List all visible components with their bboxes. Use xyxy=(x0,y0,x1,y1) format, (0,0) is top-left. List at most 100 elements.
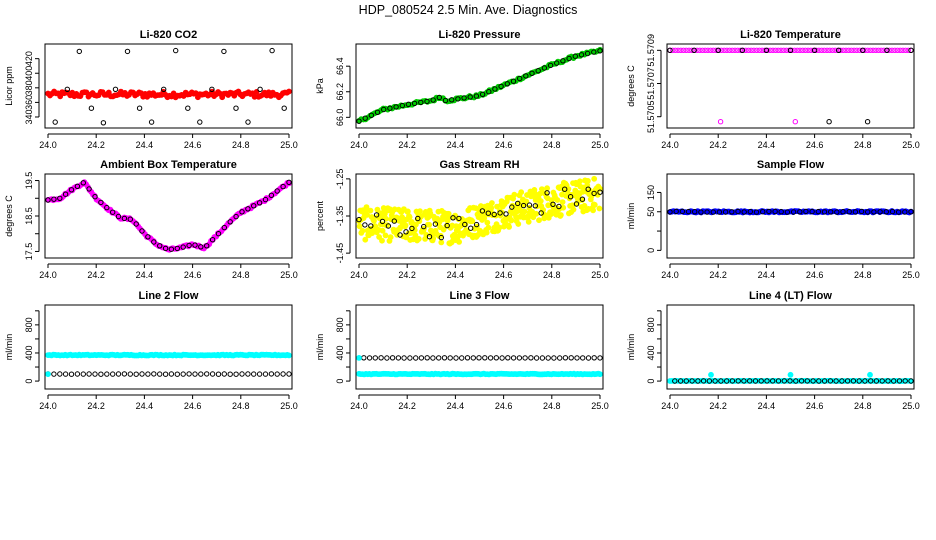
data-point xyxy=(204,243,210,249)
data-point xyxy=(533,210,540,217)
data-point xyxy=(871,209,877,215)
data-point xyxy=(497,210,503,216)
x-axis: 24.0 24.2 24.4 24.6 24.8 25.0 xyxy=(661,263,920,280)
panel-ambient-box-temperature: Ambient Box Temperature degrees C 24.0 24.2… xyxy=(4,159,298,280)
data-point xyxy=(772,208,778,215)
data-point xyxy=(387,105,393,111)
data-point xyxy=(391,218,397,224)
data-point xyxy=(76,48,83,55)
x-tick-label: 24.6 xyxy=(495,140,513,150)
data-point xyxy=(397,232,403,238)
y-axis: 17.5 18.5 19.5 xyxy=(24,172,40,261)
y-tick-label: 17.5 xyxy=(24,243,34,261)
data-point xyxy=(157,371,163,377)
y-tick-label: 400 xyxy=(335,345,345,360)
data-point xyxy=(557,355,563,361)
data-point xyxy=(770,378,776,384)
plot-frame xyxy=(666,43,915,129)
data-point xyxy=(908,378,914,384)
data-point xyxy=(173,47,179,54)
data-point xyxy=(551,355,557,361)
y-tick-label: -1.35 xyxy=(335,206,345,227)
data-point xyxy=(412,232,419,239)
data-point xyxy=(827,47,833,53)
data-point xyxy=(381,106,387,113)
data-point xyxy=(520,202,527,209)
y-tick-label: 380 xyxy=(24,80,34,95)
data-point xyxy=(670,47,676,53)
data-point xyxy=(764,378,770,384)
x-tick-label: 24.2 xyxy=(709,270,727,280)
data-point xyxy=(104,204,110,211)
plot-area xyxy=(356,175,603,247)
data-point xyxy=(772,47,779,53)
data-point xyxy=(162,245,169,252)
y-tick-label: 800 xyxy=(24,317,34,332)
data-point xyxy=(506,223,512,230)
panel-title: Li-820 CO2 xyxy=(140,29,197,41)
x-tick-label: 24.2 xyxy=(87,270,105,280)
data-point xyxy=(816,378,822,384)
data-point xyxy=(689,47,695,53)
data-point xyxy=(538,210,544,216)
y-tick-label: 420 xyxy=(24,51,34,66)
data-point xyxy=(833,378,839,384)
data-point xyxy=(473,93,480,99)
x-tick-label: 24.0 xyxy=(350,401,368,411)
data-point xyxy=(722,209,729,215)
data-point xyxy=(875,47,882,53)
data-point xyxy=(787,371,794,378)
data-point xyxy=(686,47,692,53)
data-point xyxy=(852,209,859,215)
data-point xyxy=(778,47,784,53)
data-point xyxy=(62,371,69,377)
data-point xyxy=(535,68,541,74)
data-point xyxy=(430,355,436,361)
data-point xyxy=(486,89,492,95)
data-point xyxy=(92,194,98,200)
data-point xyxy=(597,48,603,54)
data-point xyxy=(695,378,701,384)
x-tick-label: 24.8 xyxy=(232,270,250,280)
y-tick-label: 66.2 xyxy=(335,83,345,101)
x-tick-label: 24.4 xyxy=(447,401,465,411)
data-point xyxy=(818,47,825,53)
data-point xyxy=(846,209,852,215)
plot-area xyxy=(356,354,603,378)
data-point xyxy=(438,239,445,246)
series-line-2-average xyxy=(45,371,292,377)
x-tick-label: 24.2 xyxy=(398,270,416,280)
data-point xyxy=(735,208,741,215)
data-point xyxy=(161,86,167,93)
series-rh-average xyxy=(356,186,603,241)
data-point xyxy=(591,190,597,197)
plot-area xyxy=(667,371,914,384)
data-point xyxy=(879,378,885,384)
y-tick-label: 50 xyxy=(646,207,656,217)
data-point xyxy=(567,194,574,200)
data-point xyxy=(529,70,535,77)
data-point xyxy=(442,97,449,104)
series-temperature-raw xyxy=(667,47,914,125)
data-point xyxy=(747,208,753,215)
data-point xyxy=(424,355,430,361)
data-point xyxy=(873,378,880,384)
data-point xyxy=(384,355,390,361)
series-line-2-raw-low xyxy=(45,371,51,377)
data-point xyxy=(115,371,122,377)
data-point xyxy=(536,217,542,224)
x-axis: 24.0 24.2 24.4 24.6 24.8 25.0 xyxy=(39,394,298,411)
panel-line-3-flow: Line 3 Flow ml/min 24.0 24.2 24.4 24.6 24.8 25.… xyxy=(315,290,609,411)
data-point xyxy=(836,47,842,53)
y-axis-label: ml/min xyxy=(626,334,636,361)
data-point xyxy=(436,355,442,361)
data-point xyxy=(186,371,192,377)
series-line-2-raw xyxy=(45,351,292,359)
data-point xyxy=(364,211,370,218)
data-point xyxy=(868,378,874,384)
data-point xyxy=(356,118,362,124)
data-point xyxy=(854,47,860,53)
data-point xyxy=(675,47,681,53)
